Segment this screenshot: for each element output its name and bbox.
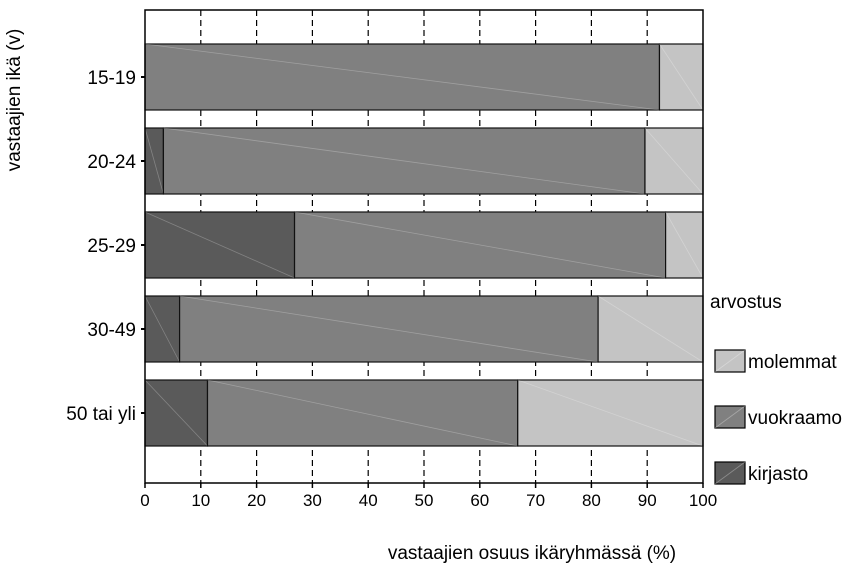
bar-diagonal <box>144 127 164 195</box>
bar-diagonal <box>665 211 704 279</box>
bar-diagonal <box>207 379 518 447</box>
bar-vuokraamo-5 <box>206 379 519 447</box>
bar-diagonal <box>144 43 660 111</box>
x-tick-label: 100 <box>689 491 717 510</box>
bar-diagonal <box>144 211 295 279</box>
legend-swatch-diagonal <box>714 461 746 485</box>
category-label: 20-24 <box>87 152 136 173</box>
x-tick-label: 80 <box>582 491 601 510</box>
bar-diagonal <box>144 295 180 363</box>
bar-diagonal <box>644 127 704 195</box>
bar-diagonal <box>659 43 704 111</box>
legend-label-molemmat: molemmat <box>748 352 837 373</box>
legend-swatch-diagonal <box>714 405 746 429</box>
bar-kirjasto-5 <box>144 379 209 447</box>
legend-swatch-diagonal <box>714 349 746 373</box>
bar-diagonal <box>517 379 704 447</box>
x-tick-label: 30 <box>303 491 322 510</box>
x-tick-label: 70 <box>526 491 545 510</box>
x-tick-label: 10 <box>191 491 210 510</box>
bar-diagonal <box>179 295 599 363</box>
legend-title: arvostus <box>710 292 782 313</box>
bar-kirjasto-3 <box>144 211 296 279</box>
category-label: 25-29 <box>87 236 136 257</box>
axes: 15-19 20-24 25-29 30-49 50 tai yli 0 10 20 30 40 5… <box>66 9 717 510</box>
bar-molemmat-3 <box>665 211 704 279</box>
x-tick-label: 20 <box>247 491 266 510</box>
bar-vuokraamo-1 <box>144 43 661 111</box>
y-axis-title: vastaajien ikä (v) <box>4 29 25 172</box>
bar-molemmat-1 <box>658 43 704 111</box>
legend-swatch-vuokraamo <box>714 405 746 429</box>
bar-molemmat-4 <box>597 295 704 363</box>
x-tick-label: 0 <box>140 491 149 510</box>
bar-diagonal <box>597 295 704 363</box>
x-tick-label: 60 <box>470 491 489 510</box>
legend: arvostus molemmat vuokraamo kirjasto <box>710 292 842 485</box>
bar-vuokraamo-4 <box>178 295 599 363</box>
bar-molemmat-2 <box>644 127 704 195</box>
legend-label-kirjasto: kirjasto <box>748 464 808 485</box>
bar-diagonal <box>294 211 666 279</box>
legend-swatch-molemmat <box>714 349 746 373</box>
x-tick-label: 40 <box>359 491 378 510</box>
category-label: 30-49 <box>87 320 136 341</box>
bar-vuokraamo-2 <box>162 127 646 195</box>
bar-diagonal <box>144 379 208 447</box>
x-tick-label: 50 <box>415 491 434 510</box>
category-label: 50 tai yli <box>66 404 136 425</box>
bar-vuokraamo-3 <box>293 211 667 279</box>
bar-kirjasto-4 <box>144 295 181 363</box>
x-axis-title: vastaajien osuus ikäryhmässä (%) <box>388 543 676 564</box>
category-label: 15-19 <box>87 68 136 89</box>
bars <box>144 43 704 447</box>
legend-label-vuokraamo: vuokraamo <box>748 408 842 429</box>
legend-swatch-kirjasto <box>714 461 746 485</box>
bar-diagonal <box>163 127 646 195</box>
x-tick-label: 90 <box>638 491 657 510</box>
